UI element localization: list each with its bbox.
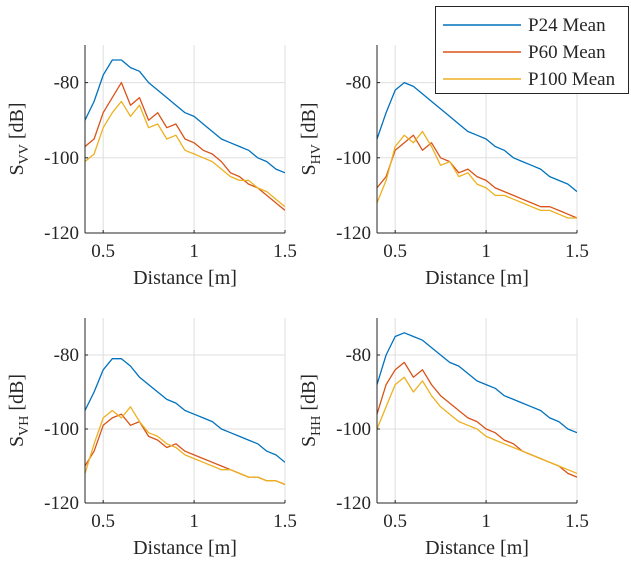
y-tick-label: -120 xyxy=(44,223,79,244)
x-tick-label: 1 xyxy=(189,511,199,532)
x-axis-label: Distance [m] xyxy=(425,537,529,559)
y-axis-label-unit: [dB] xyxy=(298,102,320,144)
series-line-p60-mean xyxy=(377,134,577,219)
y-tick-label: -100 xyxy=(44,419,79,440)
series-line-p24-mean xyxy=(85,59,285,174)
series-line-p100-mean xyxy=(377,130,577,219)
subplot-hv: 0.5 1 1.5 -80 -100 -120 Distance [m] SHV [dB] xyxy=(298,45,589,289)
x-tick-label: 1 xyxy=(481,241,491,262)
y-tick-label: -120 xyxy=(336,223,371,244)
y-axis-label-main: S xyxy=(6,164,28,175)
y-axis-label-main: S xyxy=(6,436,28,447)
series-line-p24-mean xyxy=(85,358,285,463)
x-tick-label: 0.5 xyxy=(91,511,115,532)
x-tick-label: 1 xyxy=(481,511,491,532)
x-tick-label: 1.5 xyxy=(565,241,589,262)
y-tick-label: -80 xyxy=(346,73,371,94)
y-axis-label-unit: [dB] xyxy=(6,102,28,144)
y-axis-label-subscript: VH xyxy=(17,416,32,436)
legend-entry-label: P60 Mean xyxy=(528,42,606,63)
x-tick-label: 0.5 xyxy=(91,241,115,262)
y-axis-label-unit: [dB] xyxy=(298,374,320,416)
y-axis-label: SVH [dB] xyxy=(6,374,32,447)
legend-entry-label: P100 Mean xyxy=(528,69,616,90)
y-axis-label: SVV [dB] xyxy=(6,102,32,175)
series-line-p60-mean xyxy=(85,413,285,486)
series-line-p60-mean xyxy=(377,361,577,478)
series-line-p100-mean xyxy=(85,406,285,486)
y-tick-label: -100 xyxy=(336,419,371,440)
y-axis-label-subscript: HH xyxy=(309,416,324,436)
y-axis-label: SHH [dB] xyxy=(298,374,324,447)
y-tick-label: -100 xyxy=(336,148,371,169)
series-line-p24-mean xyxy=(377,332,577,434)
x-axis-label: Distance [m] xyxy=(133,267,237,289)
y-axis-label-unit: [dB] xyxy=(6,374,28,416)
series-line-p60-mean xyxy=(85,81,285,211)
x-tick-label: 1.5 xyxy=(273,511,297,532)
y-tick-label: -80 xyxy=(54,345,79,366)
y-axis-label: SHV [dB] xyxy=(298,102,324,175)
x-tick-label: 1.5 xyxy=(273,241,297,262)
x-tick-label: 0.5 xyxy=(383,241,407,262)
y-axis-label-subscript: HV xyxy=(309,144,324,164)
y-axis-label-subscript: VV xyxy=(17,144,32,164)
subplot-hh: 0.5 1 1.5 -80 -100 -120 Distance [m] SHH [dB] xyxy=(298,318,589,559)
x-axis-label: Distance [m] xyxy=(133,537,237,559)
y-tick-label: -80 xyxy=(54,73,79,94)
legend-entry-label: P24 Mean xyxy=(528,15,606,36)
subplot-vh: 0.5 1 1.5 -80 -100 -120 Distance [m] SVH [dB] xyxy=(6,318,297,559)
y-axis-label-main: S xyxy=(298,164,320,175)
x-axis-label: Distance [m] xyxy=(425,267,529,289)
series-line-p24-mean xyxy=(377,81,577,193)
x-tick-label: 0.5 xyxy=(383,511,407,532)
y-tick-label: -100 xyxy=(44,148,79,169)
y-axis-label-main: S xyxy=(298,436,320,447)
x-tick-label: 1 xyxy=(189,241,199,262)
subplot-vv: 0.5 1 1.5 -80 -100 -120 Distance [m] SVV [dB] xyxy=(6,45,297,289)
y-tick-label: -120 xyxy=(44,493,79,514)
legend: P24 Mean P60 Mean P100 Mean xyxy=(435,6,629,94)
x-tick-label: 1.5 xyxy=(565,511,589,532)
y-tick-label: -80 xyxy=(346,345,371,366)
series-line-p100-mean xyxy=(377,376,577,475)
y-tick-label: -120 xyxy=(336,493,371,514)
series-line-p100-mean xyxy=(85,100,285,208)
